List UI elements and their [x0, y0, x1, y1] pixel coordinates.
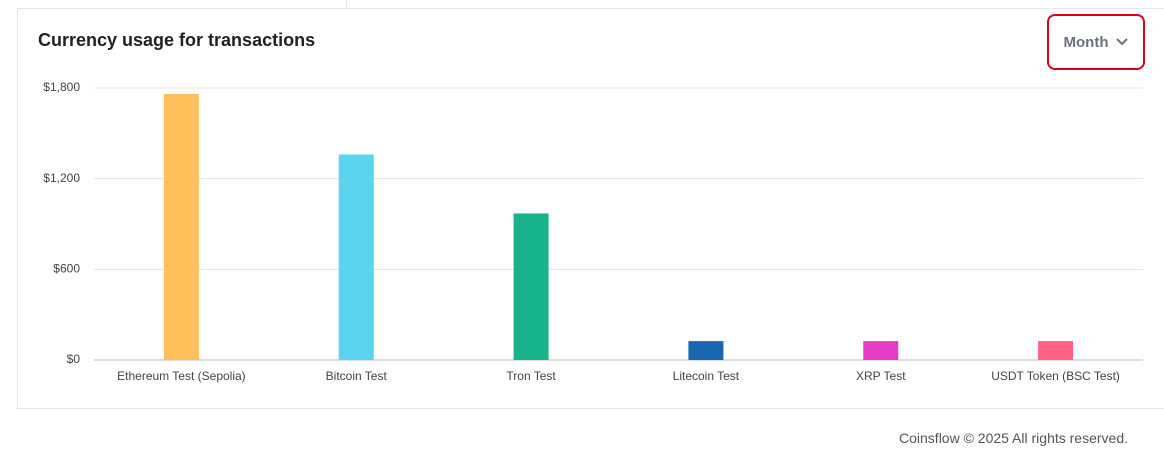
chart: $0 $600 $1,200 $1,800 Ethereum Test (Sepolia…: [43, 80, 1143, 383]
period-dropdown[interactable]: Month: [1047, 14, 1145, 70]
chevron-icon: [1116, 38, 1129, 46]
period-label: Month: [1063, 33, 1109, 51]
bar: [1038, 341, 1074, 360]
x-tick-label: USDT Token (BSC Test): [991, 369, 1120, 383]
bar: [688, 341, 724, 360]
x-tick-label: Litecoin Test: [673, 369, 740, 383]
x-tick-label: Bitcoin Test: [326, 369, 388, 383]
x-tick-label: Ethereum Test (Sepolia): [117, 369, 246, 383]
bar: [163, 94, 199, 361]
x-tick-label: XRP Test: [856, 369, 906, 383]
y-tick-label: $600: [53, 262, 80, 276]
chart-title: Currency usage for transactions: [38, 30, 316, 50]
bar: [863, 341, 899, 360]
bar: [513, 213, 549, 360]
x-tick-label: Tron Test: [506, 369, 556, 383]
y-tick-label: $1,800: [43, 80, 80, 94]
card: [17, 8, 1164, 409]
bar: [338, 154, 374, 360]
divider: [346, 0, 347, 8]
y-tick-label: $1,200: [43, 171, 80, 185]
footer: Coinsflow © 2025 All rights reserved.: [899, 430, 1128, 446]
y-tick-label: $0: [67, 352, 81, 366]
